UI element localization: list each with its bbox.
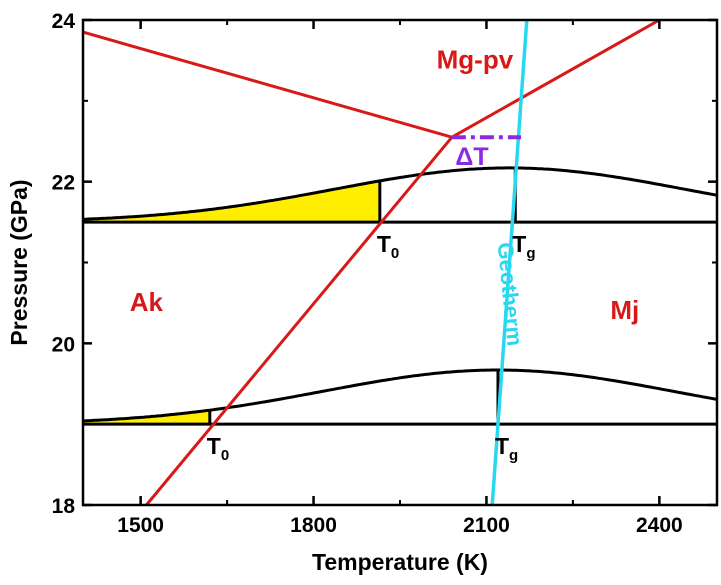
baseline-group [83, 220, 717, 426]
y-axis-title: Pressure (GPa) [6, 179, 32, 345]
profile-curve [82, 166, 718, 221]
y-tick-label: 18 [52, 495, 76, 518]
delta-t-label: ΔT [455, 143, 488, 171]
boundary-ak-pv [82, 30, 453, 139]
axes-group: 1500 1800 2100 2400 18 20 22 24 Temperature (K) P… [6, 10, 719, 575]
tg-label: Tg [495, 433, 518, 464]
region-label-mj: Mj [610, 295, 639, 325]
y-tick-label: 22 [52, 172, 75, 195]
y-tick-label: 24 [52, 10, 76, 33]
profile-curve-group [82, 166, 718, 425]
x-tick-label: 1500 [117, 514, 164, 537]
boundary-mj-pv [451, 18, 661, 139]
yellow-fill-area [83, 180, 380, 223]
region-label-mg-pv: Mg-pv [437, 45, 514, 75]
x-tick-label: 2100 [463, 514, 510, 537]
geotherm-group [490, 19, 529, 506]
profile-curve [82, 368, 718, 423]
x-axis-title: Temperature (K) [312, 549, 488, 575]
t0-label: T0 [377, 231, 399, 262]
x-tick-label: 1800 [290, 514, 337, 537]
phase-boundary-group [82, 18, 661, 506]
y-tick-label: 20 [52, 333, 75, 356]
region-label-ak: Ak [130, 287, 164, 317]
boundary-ak-mj [145, 136, 454, 506]
geotherm-line [490, 19, 529, 506]
x-tick-label: 2400 [636, 514, 683, 537]
tg-label: Tg [512, 231, 535, 262]
plot-frame [81, 18, 719, 507]
t0-label: T0 [207, 433, 229, 464]
